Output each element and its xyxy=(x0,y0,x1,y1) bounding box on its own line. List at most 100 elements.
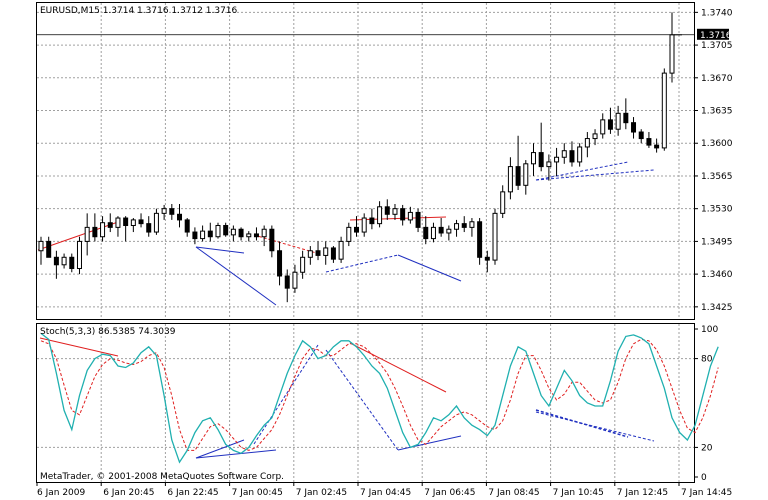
stoch-y-tick-label: 80 xyxy=(701,355,713,365)
candle xyxy=(515,135,521,190)
candle xyxy=(76,236,82,275)
x-tick-label: 7 Jan 02:45 xyxy=(296,488,347,498)
price-bull-divergence-2 xyxy=(195,246,277,306)
price-panel[interactable] xyxy=(36,2,695,320)
stoch-y-tick-label: 0 xyxy=(701,473,707,483)
candle xyxy=(123,216,129,242)
stoch-panel[interactable] xyxy=(36,323,695,483)
candle xyxy=(223,222,229,237)
candle xyxy=(230,225,236,242)
price-y-tick-label: 1.3565 xyxy=(701,172,733,182)
candle xyxy=(600,113,606,139)
candle xyxy=(469,218,475,237)
x-tick-label: 6 Jan 22:45 xyxy=(167,488,218,498)
candle xyxy=(115,216,121,237)
x-tick-label: 7 Jan 08:45 xyxy=(488,488,539,498)
candle xyxy=(100,216,106,242)
candle xyxy=(654,138,660,153)
candle xyxy=(623,98,629,130)
stoch-bull-divergence-7 xyxy=(535,411,655,442)
x-tick-label: 7 Jan 14:45 xyxy=(681,488,732,498)
stoch-bull-divergence-5 xyxy=(397,435,462,451)
candle xyxy=(615,105,621,136)
price-y-tick-label: 1.3600 xyxy=(701,139,733,149)
price-y-tick-label: 1.3740 xyxy=(701,8,733,18)
stoch-bear-divergence-2 xyxy=(349,342,447,393)
candle xyxy=(523,160,529,195)
candle xyxy=(554,147,560,176)
candle xyxy=(354,216,359,237)
candle xyxy=(400,204,406,226)
candle xyxy=(261,225,267,247)
candle xyxy=(530,143,536,176)
candle xyxy=(130,218,136,233)
candle xyxy=(592,129,598,146)
candle xyxy=(484,250,490,273)
candle xyxy=(577,143,583,167)
x-tick-label: 7 Jan 00:45 xyxy=(232,488,283,498)
price-y-tick-label: 1.3635 xyxy=(701,107,733,117)
candle xyxy=(415,208,421,233)
candle xyxy=(646,132,652,148)
candle xyxy=(200,225,206,242)
candle xyxy=(477,218,483,265)
candle xyxy=(492,208,498,265)
candle xyxy=(161,204,167,220)
candle xyxy=(53,250,59,279)
price-bull-divergence-1 xyxy=(195,246,245,254)
candle xyxy=(584,132,590,158)
candle xyxy=(438,218,444,237)
price-y-tick-label: 1.3670 xyxy=(701,74,733,84)
candle xyxy=(169,204,175,220)
candle xyxy=(184,218,190,237)
stoch-signal-line xyxy=(40,338,719,451)
price-y-tick-label: 1.3705 xyxy=(701,41,733,51)
candle xyxy=(338,236,344,263)
candle xyxy=(307,246,313,265)
candle xyxy=(146,216,152,237)
current-price-box xyxy=(697,28,729,40)
candle xyxy=(546,154,552,181)
candle xyxy=(277,241,283,286)
candle xyxy=(269,225,275,258)
price-bull-divergence-5 xyxy=(535,161,629,181)
candle xyxy=(461,216,467,233)
candle xyxy=(407,206,413,224)
grid-lines xyxy=(37,3,694,482)
stoch-y-tick-label: 20 xyxy=(701,443,713,453)
stoch-bull-divergence-1 xyxy=(195,439,245,459)
stoch-main-line xyxy=(40,332,719,464)
candle xyxy=(507,157,513,200)
price-y-tick-label: 1.3530 xyxy=(701,205,733,215)
candle xyxy=(61,253,67,269)
candle xyxy=(177,204,183,228)
candle xyxy=(369,208,375,230)
candle xyxy=(238,227,244,241)
candle xyxy=(215,222,221,239)
candle xyxy=(561,143,567,164)
price-bull-divergence-3 xyxy=(325,254,399,273)
candle xyxy=(69,253,75,273)
candle xyxy=(661,68,667,151)
candle xyxy=(315,241,321,261)
candle xyxy=(392,204,398,220)
price-panel-header: EURUSD,M15 1.3714 1.3716 1.3712 1.3716 xyxy=(40,6,238,16)
current-price-label: 1.3716 xyxy=(700,31,732,41)
stoch-y-tick-label: 100 xyxy=(701,325,718,335)
candle xyxy=(454,219,460,237)
candle xyxy=(384,199,390,220)
copyright-text: MetaTrader, © 2001-2008 MetaQuotes Softw… xyxy=(40,472,284,482)
candle xyxy=(430,222,436,243)
candle xyxy=(330,246,336,263)
candlesticks xyxy=(38,12,675,303)
x-tick-label: 7 Jan 06:45 xyxy=(424,488,475,498)
candle xyxy=(500,185,506,219)
candle xyxy=(638,129,644,144)
candle xyxy=(569,141,575,167)
candle xyxy=(84,213,90,256)
x-tick-label: 6 Jan 2009 xyxy=(37,488,85,498)
stochastic-lines xyxy=(40,332,719,464)
stoch-bull-divergence-2 xyxy=(195,449,277,459)
price-y-tick-label: 1.3425 xyxy=(701,303,733,313)
